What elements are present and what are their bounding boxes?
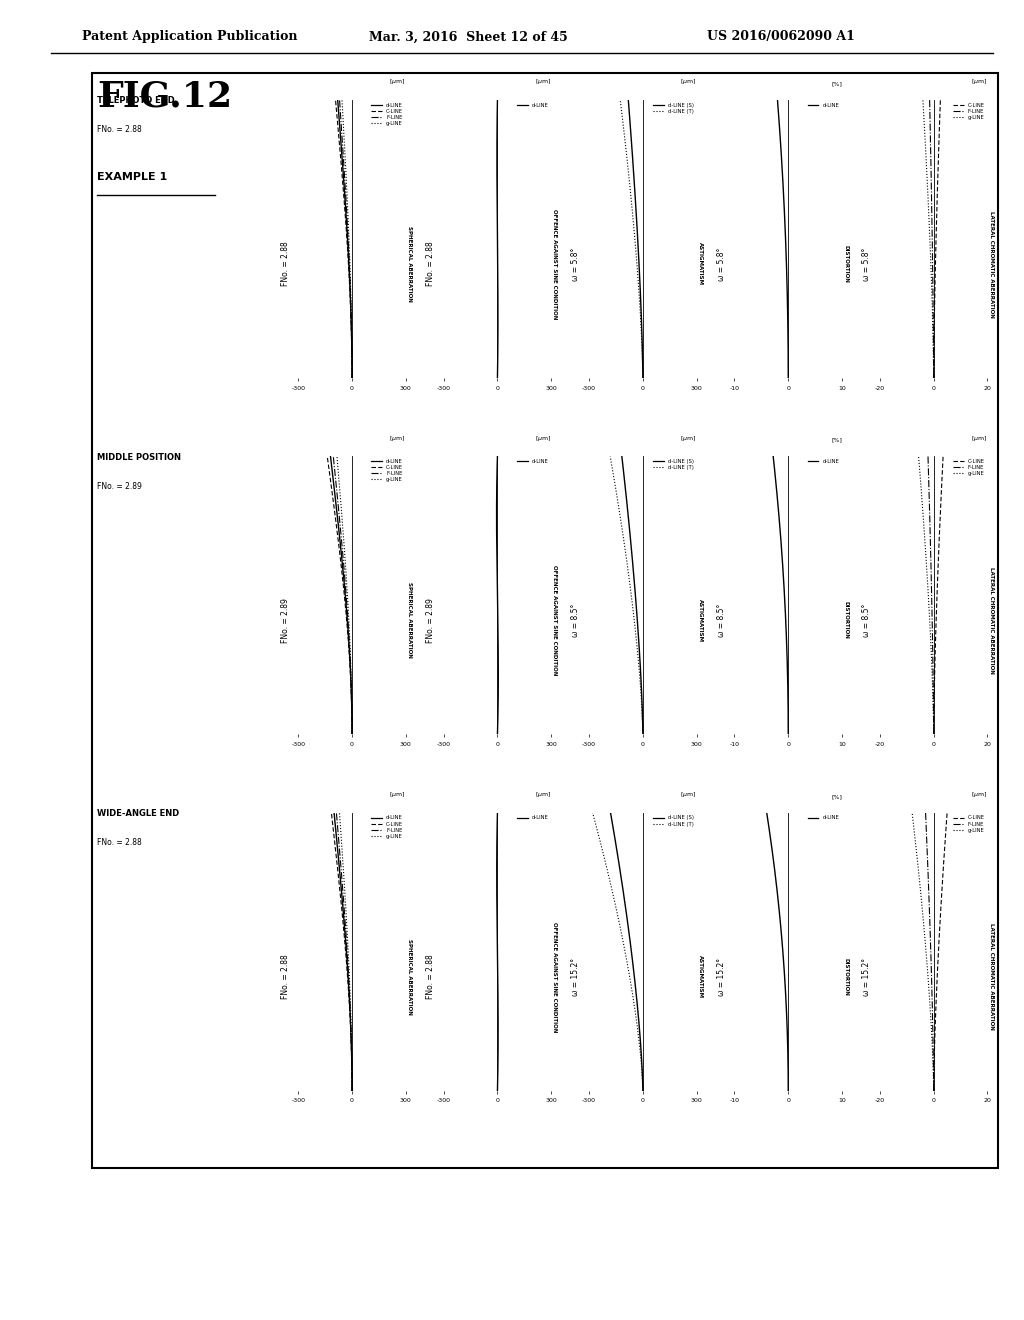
Legend: d-LINE, C-LINE, F-LINE, g-LINE: d-LINE, C-LINE, F-LINE, g-LINE (370, 100, 406, 128)
Legend: d-LINE: d-LINE (806, 100, 842, 110)
Text: [$\mu$m]: [$\mu$m] (535, 433, 551, 442)
Text: [$\mu$m]: [$\mu$m] (535, 77, 551, 86)
Legend: d-LINE: d-LINE (806, 813, 842, 822)
Text: ω = 15.2°: ω = 15.2° (571, 958, 581, 995)
Text: MIDDLE POSITION: MIDDLE POSITION (97, 453, 181, 462)
Text: [$\mu$m]: [$\mu$m] (971, 433, 987, 442)
Text: FNo. = 2.88: FNo. = 2.88 (426, 242, 435, 286)
Text: [%]: [%] (831, 437, 842, 442)
Legend: d-LINE: d-LINE (806, 457, 842, 466)
Text: LATERAL CHROMATIC ABERRATION: LATERAL CHROMATIC ABERRATION (988, 211, 993, 317)
Text: [$\mu$m]: [$\mu$m] (535, 789, 551, 799)
Text: DISTORTION: DISTORTION (843, 958, 848, 995)
Text: [$\mu$m]: [$\mu$m] (680, 433, 696, 442)
Text: ASTIGMATISM: ASTIGMATISM (697, 956, 702, 998)
Text: [$\mu$m]: [$\mu$m] (971, 789, 987, 799)
Text: OFFENCE AGAINST SINE CONDITION: OFFENCE AGAINST SINE CONDITION (552, 921, 557, 1032)
Legend: d-LINE, C-LINE, F-LINE, g-LINE: d-LINE, C-LINE, F-LINE, g-LINE (370, 457, 406, 484)
Text: [$\mu$m]: [$\mu$m] (389, 789, 406, 799)
Text: ω = 5.8°: ω = 5.8° (717, 247, 726, 281)
Text: FNo. = 2.89: FNo. = 2.89 (97, 482, 142, 491)
Text: ω = 15.2°: ω = 15.2° (862, 958, 871, 995)
Text: ASTIGMATISM: ASTIGMATISM (697, 599, 702, 642)
Text: OFFENCE AGAINST SINE CONDITION: OFFENCE AGAINST SINE CONDITION (552, 565, 557, 676)
Text: FNo. = 2.88: FNo. = 2.88 (281, 954, 290, 999)
Text: [$\mu$m]: [$\mu$m] (680, 789, 696, 799)
Text: DISTORTION: DISTORTION (843, 602, 848, 639)
Text: ω = 8.5°: ω = 8.5° (717, 603, 726, 638)
Legend: d-LINE (S), d-LINE (T): d-LINE (S), d-LINE (T) (651, 457, 696, 473)
Text: ASTIGMATISM: ASTIGMATISM (697, 243, 702, 285)
Text: FNo. = 2.88: FNo. = 2.88 (281, 242, 290, 286)
Text: Patent Application Publication: Patent Application Publication (82, 30, 297, 44)
Text: Mar. 3, 2016  Sheet 12 of 45: Mar. 3, 2016 Sheet 12 of 45 (369, 30, 567, 44)
Text: FNo. = 2.88: FNo. = 2.88 (97, 125, 142, 135)
Legend: d-LINE (S), d-LINE (T): d-LINE (S), d-LINE (T) (651, 100, 696, 116)
Text: SPHERICAL ABERRATION: SPHERICAL ABERRATION (407, 582, 412, 659)
Text: US 2016/0062090 A1: US 2016/0062090 A1 (707, 30, 854, 44)
Text: FNo. = 2.89: FNo. = 2.89 (281, 598, 290, 643)
Text: TELEPHOTO END: TELEPHOTO END (97, 96, 175, 106)
Text: FNo. = 2.89: FNo. = 2.89 (426, 598, 435, 643)
Text: ω = 5.8°: ω = 5.8° (571, 247, 581, 281)
Text: LATERAL CHROMATIC ABERRATION: LATERAL CHROMATIC ABERRATION (988, 924, 993, 1030)
Text: SPHERICAL ABERRATION: SPHERICAL ABERRATION (407, 939, 412, 1015)
Text: SPHERICAL ABERRATION: SPHERICAL ABERRATION (407, 226, 412, 302)
Text: [$\mu$m]: [$\mu$m] (680, 77, 696, 86)
Text: LATERAL CHROMATIC ABERRATION: LATERAL CHROMATIC ABERRATION (988, 568, 993, 673)
Text: FNo. = 2.88: FNo. = 2.88 (97, 838, 142, 847)
Legend: C-LINE, F-LINE, g-LINE: C-LINE, F-LINE, g-LINE (951, 457, 987, 478)
Legend: C-LINE, F-LINE, g-LINE: C-LINE, F-LINE, g-LINE (951, 100, 987, 121)
Legend: d-LINE: d-LINE (515, 100, 551, 110)
Text: ω = 15.2°: ω = 15.2° (717, 958, 726, 995)
Text: ω = 8.5°: ω = 8.5° (571, 603, 581, 638)
Legend: d-LINE: d-LINE (515, 813, 551, 822)
Legend: C-LINE, F-LINE, g-LINE: C-LINE, F-LINE, g-LINE (951, 813, 987, 834)
Text: DISTORTION: DISTORTION (843, 246, 848, 282)
Text: ω = 8.5°: ω = 8.5° (862, 603, 871, 638)
Legend: d-LINE, C-LINE, F-LINE, g-LINE: d-LINE, C-LINE, F-LINE, g-LINE (370, 813, 406, 841)
Legend: d-LINE (S), d-LINE (T): d-LINE (S), d-LINE (T) (651, 813, 696, 829)
Text: ω = 5.8°: ω = 5.8° (862, 247, 871, 281)
Legend: d-LINE: d-LINE (515, 457, 551, 466)
Text: [%]: [%] (831, 81, 842, 86)
Text: [%]: [%] (831, 793, 842, 799)
Text: [$\mu$m]: [$\mu$m] (389, 433, 406, 442)
Text: EXAMPLE 1: EXAMPLE 1 (97, 172, 168, 182)
Text: OFFENCE AGAINST SINE CONDITION: OFFENCE AGAINST SINE CONDITION (552, 209, 557, 319)
Text: [$\mu$m]: [$\mu$m] (389, 77, 406, 86)
Text: WIDE-ANGLE END: WIDE-ANGLE END (97, 809, 179, 818)
Text: FIG.12: FIG.12 (97, 79, 232, 114)
Text: FNo. = 2.88: FNo. = 2.88 (426, 954, 435, 999)
Text: [$\mu$m]: [$\mu$m] (971, 77, 987, 86)
